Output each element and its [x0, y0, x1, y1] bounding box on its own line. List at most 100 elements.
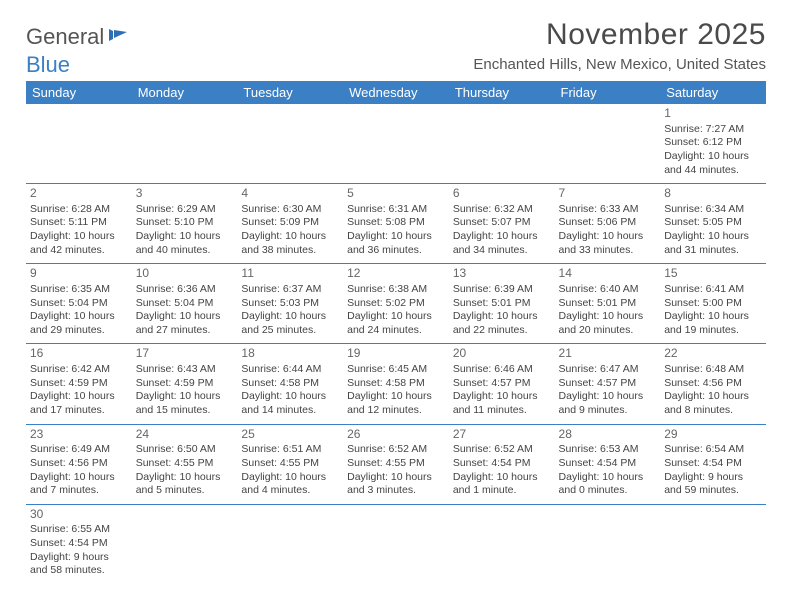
sunrise-line: Sunrise: 6:33 AM — [559, 203, 657, 217]
sunset-line: Sunset: 4:54 PM — [559, 457, 657, 471]
calendar-week-row: 2Sunrise: 6:28 AMSunset: 5:11 PMDaylight… — [26, 184, 766, 264]
day-number: 19 — [347, 346, 445, 362]
calendar-week-row: 30Sunrise: 6:55 AMSunset: 4:54 PMDayligh… — [26, 504, 766, 584]
day-number: 17 — [136, 346, 234, 362]
calendar-day-cell: 5Sunrise: 6:31 AMSunset: 5:08 PMDaylight… — [343, 184, 449, 264]
day-number: 15 — [664, 266, 762, 282]
month-title: November 2025 — [473, 18, 766, 52]
sunset-line: Sunset: 5:02 PM — [347, 297, 445, 311]
day-number: 29 — [664, 427, 762, 443]
location-subtitle: Enchanted Hills, New Mexico, United Stat… — [473, 56, 766, 73]
calendar-day-cell: 15Sunrise: 6:41 AMSunset: 5:00 PMDayligh… — [660, 264, 766, 344]
calendar-day-cell: 2Sunrise: 6:28 AMSunset: 5:11 PMDaylight… — [26, 184, 132, 264]
sunrise-line: Sunrise: 6:44 AM — [241, 363, 339, 377]
day-number: 26 — [347, 427, 445, 443]
header: General November 2025 Enchanted Hills, N… — [26, 18, 766, 73]
daylight-line: Daylight: 10 hours and 11 minutes. — [453, 390, 551, 417]
day-header: Friday — [555, 81, 661, 104]
day-number: 21 — [559, 346, 657, 362]
daylight-line: Daylight: 9 hours and 59 minutes. — [664, 471, 762, 498]
sunset-line: Sunset: 5:01 PM — [453, 297, 551, 311]
daylight-line: Daylight: 10 hours and 42 minutes. — [30, 230, 128, 257]
day-number: 18 — [241, 346, 339, 362]
calendar-empty-cell — [237, 104, 343, 184]
daylight-line: Daylight: 10 hours and 25 minutes. — [241, 310, 339, 337]
sunset-line: Sunset: 4:54 PM — [664, 457, 762, 471]
calendar-day-cell: 30Sunrise: 6:55 AMSunset: 4:54 PMDayligh… — [26, 504, 132, 584]
day-number: 23 — [30, 427, 128, 443]
daylight-line: Daylight: 10 hours and 7 minutes. — [30, 471, 128, 498]
daylight-line: Daylight: 10 hours and 4 minutes. — [241, 471, 339, 498]
calendar-day-cell: 29Sunrise: 6:54 AMSunset: 4:54 PMDayligh… — [660, 424, 766, 504]
sunset-line: Sunset: 5:09 PM — [241, 216, 339, 230]
sunset-line: Sunset: 5:07 PM — [453, 216, 551, 230]
calendar-day-cell: 20Sunrise: 6:46 AMSunset: 4:57 PMDayligh… — [449, 344, 555, 424]
daylight-line: Daylight: 10 hours and 0 minutes. — [559, 471, 657, 498]
day-number: 27 — [453, 427, 551, 443]
daylight-line: Daylight: 10 hours and 36 minutes. — [347, 230, 445, 257]
day-number: 9 — [30, 266, 128, 282]
daylight-line: Daylight: 10 hours and 12 minutes. — [347, 390, 445, 417]
day-header: Monday — [132, 81, 238, 104]
daylight-line: Daylight: 10 hours and 3 minutes. — [347, 471, 445, 498]
sunrise-line: Sunrise: 6:31 AM — [347, 203, 445, 217]
sunrise-line: Sunrise: 6:48 AM — [664, 363, 762, 377]
calendar-day-cell: 1Sunrise: 7:27 AMSunset: 6:12 PMDaylight… — [660, 104, 766, 184]
calendar-day-cell: 3Sunrise: 6:29 AMSunset: 5:10 PMDaylight… — [132, 184, 238, 264]
calendar-empty-cell — [343, 504, 449, 584]
calendar-day-cell: 16Sunrise: 6:42 AMSunset: 4:59 PMDayligh… — [26, 344, 132, 424]
daylight-line: Daylight: 10 hours and 34 minutes. — [453, 230, 551, 257]
logo-word-general: General — [26, 24, 104, 50]
daylight-line: Daylight: 10 hours and 22 minutes. — [453, 310, 551, 337]
sunset-line: Sunset: 5:03 PM — [241, 297, 339, 311]
sunrise-line: Sunrise: 6:30 AM — [241, 203, 339, 217]
daylight-line: Daylight: 10 hours and 9 minutes. — [559, 390, 657, 417]
sunset-line: Sunset: 5:00 PM — [664, 297, 762, 311]
calendar-day-cell: 8Sunrise: 6:34 AMSunset: 5:05 PMDaylight… — [660, 184, 766, 264]
sunrise-line: Sunrise: 6:37 AM — [241, 283, 339, 297]
calendar-day-cell: 10Sunrise: 6:36 AMSunset: 5:04 PMDayligh… — [132, 264, 238, 344]
calendar-week-row: 23Sunrise: 6:49 AMSunset: 4:56 PMDayligh… — [26, 424, 766, 504]
calendar-empty-cell — [343, 104, 449, 184]
sunrise-line: Sunrise: 6:53 AM — [559, 443, 657, 457]
day-number: 14 — [559, 266, 657, 282]
daylight-line: Daylight: 10 hours and 40 minutes. — [136, 230, 234, 257]
calendar-day-cell: 14Sunrise: 6:40 AMSunset: 5:01 PMDayligh… — [555, 264, 661, 344]
sunset-line: Sunset: 4:58 PM — [347, 377, 445, 391]
sunset-line: Sunset: 5:01 PM — [559, 297, 657, 311]
sunset-line: Sunset: 4:58 PM — [241, 377, 339, 391]
sunset-line: Sunset: 4:55 PM — [136, 457, 234, 471]
sunset-line: Sunset: 6:12 PM — [664, 136, 762, 150]
day-number: 4 — [241, 186, 339, 202]
day-number: 28 — [559, 427, 657, 443]
day-header: Thursday — [449, 81, 555, 104]
calendar-day-cell: 23Sunrise: 6:49 AMSunset: 4:56 PMDayligh… — [26, 424, 132, 504]
sunrise-line: Sunrise: 6:52 AM — [347, 443, 445, 457]
sunrise-line: Sunrise: 6:41 AM — [664, 283, 762, 297]
flag-icon — [104, 24, 131, 50]
calendar-day-cell: 13Sunrise: 6:39 AMSunset: 5:01 PMDayligh… — [449, 264, 555, 344]
day-number: 7 — [559, 186, 657, 202]
day-header: Tuesday — [237, 81, 343, 104]
calendar-empty-cell — [26, 104, 132, 184]
daylight-line: Daylight: 10 hours and 1 minute. — [453, 471, 551, 498]
calendar-week-row: 9Sunrise: 6:35 AMSunset: 5:04 PMDaylight… — [26, 264, 766, 344]
day-number: 12 — [347, 266, 445, 282]
calendar-empty-cell — [555, 104, 661, 184]
sunset-line: Sunset: 4:55 PM — [347, 457, 445, 471]
calendar-day-cell: 9Sunrise: 6:35 AMSunset: 5:04 PMDaylight… — [26, 264, 132, 344]
daylight-line: Daylight: 10 hours and 19 minutes. — [664, 310, 762, 337]
day-header: Saturday — [660, 81, 766, 104]
day-number: 30 — [30, 507, 128, 523]
calendar-empty-cell — [132, 104, 238, 184]
day-number: 22 — [664, 346, 762, 362]
sunset-line: Sunset: 5:04 PM — [136, 297, 234, 311]
day-number: 16 — [30, 346, 128, 362]
sunrise-line: Sunrise: 6:55 AM — [30, 523, 128, 537]
calendar-empty-cell — [555, 504, 661, 584]
daylight-line: Daylight: 10 hours and 15 minutes. — [136, 390, 234, 417]
sunrise-line: Sunrise: 6:47 AM — [559, 363, 657, 377]
calendar-body: 1Sunrise: 7:27 AMSunset: 6:12 PMDaylight… — [26, 104, 766, 584]
sunrise-line: Sunrise: 6:39 AM — [453, 283, 551, 297]
sunrise-line: Sunrise: 6:40 AM — [559, 283, 657, 297]
